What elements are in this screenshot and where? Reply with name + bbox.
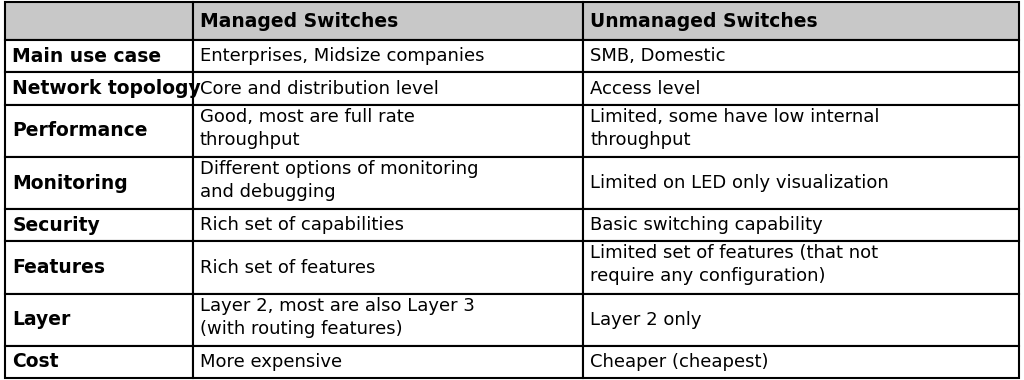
Text: Performance: Performance [12, 121, 147, 140]
Bar [5, 346, 193, 378]
Text: Rich set of capabilities: Rich set of capabilities [200, 216, 403, 234]
Bar [583, 346, 1019, 378]
Text: Unmanaged Switches: Unmanaged Switches [590, 11, 818, 30]
Text: Cheaper (cheapest): Cheaper (cheapest) [590, 353, 769, 371]
Text: Layer 2, most are also Layer 3
(with routing features): Layer 2, most are also Layer 3 (with rou… [200, 297, 475, 337]
Bar [5, 2, 193, 40]
Bar [583, 105, 1019, 157]
Bar [583, 209, 1019, 241]
Bar [583, 40, 1019, 73]
Bar [5, 40, 193, 73]
Bar [193, 73, 583, 104]
Bar [5, 73, 193, 104]
Text: Limited on LED only visualization: Limited on LED only visualization [590, 174, 889, 192]
Bar [5, 105, 193, 157]
Bar [193, 157, 583, 209]
Text: Security: Security [12, 216, 100, 235]
Text: Core and distribution level: Core and distribution level [200, 79, 438, 98]
Bar [5, 157, 193, 209]
Text: Layer 2 only: Layer 2 only [590, 311, 701, 329]
Bar [583, 241, 1019, 294]
Text: Main use case: Main use case [12, 47, 162, 66]
Text: Network topology: Network topology [12, 79, 201, 98]
Text: SMB, Domestic: SMB, Domestic [590, 47, 726, 65]
Bar [5, 241, 193, 294]
Text: Good, most are full rate
throughput: Good, most are full rate throughput [200, 108, 415, 149]
Bar [5, 209, 193, 241]
Text: Access level: Access level [590, 79, 700, 98]
Text: Different options of monitoring
and debugging: Different options of monitoring and debu… [200, 160, 478, 201]
Bar [193, 294, 583, 346]
Text: Features: Features [12, 258, 105, 277]
Bar [193, 40, 583, 73]
Bar [583, 157, 1019, 209]
Text: Basic switching capability: Basic switching capability [590, 216, 823, 234]
Bar [5, 294, 193, 346]
Text: Enterprises, Midsize companies: Enterprises, Midsize companies [200, 47, 484, 65]
Text: Rich set of features: Rich set of features [200, 258, 375, 277]
Bar [583, 294, 1019, 346]
Text: More expensive: More expensive [200, 353, 342, 371]
Bar [193, 346, 583, 378]
Bar [193, 105, 583, 157]
Text: Layer: Layer [12, 310, 71, 329]
Bar [193, 241, 583, 294]
Text: Cost: Cost [12, 353, 58, 372]
Text: Limited set of features (that not
require any configuration): Limited set of features (that not requir… [590, 244, 879, 285]
Text: Limited, some have low internal
throughput: Limited, some have low internal throughp… [590, 108, 880, 149]
Bar [193, 2, 583, 40]
Text: Monitoring: Monitoring [12, 174, 128, 193]
Bar [193, 209, 583, 241]
Bar [583, 2, 1019, 40]
Bar [583, 73, 1019, 104]
Text: Managed Switches: Managed Switches [200, 11, 398, 30]
